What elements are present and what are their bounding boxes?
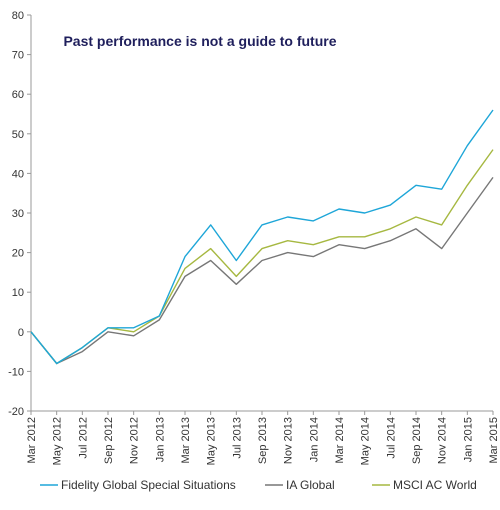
- series-line-1: [30, 176, 494, 365]
- legend-label: Fidelity Global Special Situations: [61, 478, 236, 492]
- x-tick-label: Sep 2012: [103, 417, 115, 464]
- legend-label: IA Global: [286, 478, 335, 492]
- x-tick-label: Jan 2014: [308, 417, 320, 462]
- x-tick-label: Sep 2014: [411, 417, 423, 464]
- x-tick-label: Nov 2012: [129, 417, 141, 464]
- x-tick-label: Mar 2012: [26, 417, 38, 463]
- chart-axes: -20 -10 0 10 20 30 40 50 60 70 80 Mar 2012 May 2012 J…: [8, 10, 500, 465]
- x-tick-label: Mar 2013: [180, 417, 192, 463]
- x-tick-label: Jan 2013: [154, 417, 166, 462]
- series-layer: [30, 109, 494, 365]
- x-tick-label: May 2014: [360, 417, 372, 465]
- x-tick-label: Nov 2014: [437, 417, 449, 464]
- y-tick-label: 20: [12, 248, 24, 260]
- y-tick-label: 70: [12, 50, 24, 62]
- x-tick-label: Jan 2015: [462, 417, 474, 462]
- y-tick-label: 10: [12, 287, 24, 299]
- x-tick-label: Jul 2013: [231, 417, 243, 459]
- y-tick-label: 0: [18, 327, 24, 339]
- y-tick-label: 30: [12, 208, 24, 220]
- x-tick-label: Mar 2015: [488, 417, 500, 463]
- y-tick-label: -10: [8, 366, 24, 378]
- y-tick-label: 80: [12, 10, 24, 22]
- y-tick-label: 50: [12, 129, 24, 141]
- x-tick-label: May 2013: [206, 417, 218, 465]
- chart-title: Past performance is not a guide to futur…: [63, 33, 336, 49]
- chart-legend: Fidelity Global Special Situations IA Glo…: [40, 478, 477, 492]
- legend-label: MSCI AC World: [393, 478, 477, 492]
- x-tick-label: Jul 2012: [77, 417, 89, 459]
- x-tick-label: May 2012: [52, 417, 64, 465]
- x-tick-label: Sep 2013: [257, 417, 269, 464]
- y-tick-label: 60: [12, 89, 24, 101]
- x-tick-label: Nov 2013: [283, 417, 295, 464]
- y-tick-label: 40: [12, 168, 24, 180]
- x-tick-label: Mar 2014: [334, 417, 346, 463]
- series-line-0: [30, 109, 494, 365]
- y-tick-label: -20: [8, 406, 24, 418]
- x-tick-label: Jul 2014: [385, 417, 397, 459]
